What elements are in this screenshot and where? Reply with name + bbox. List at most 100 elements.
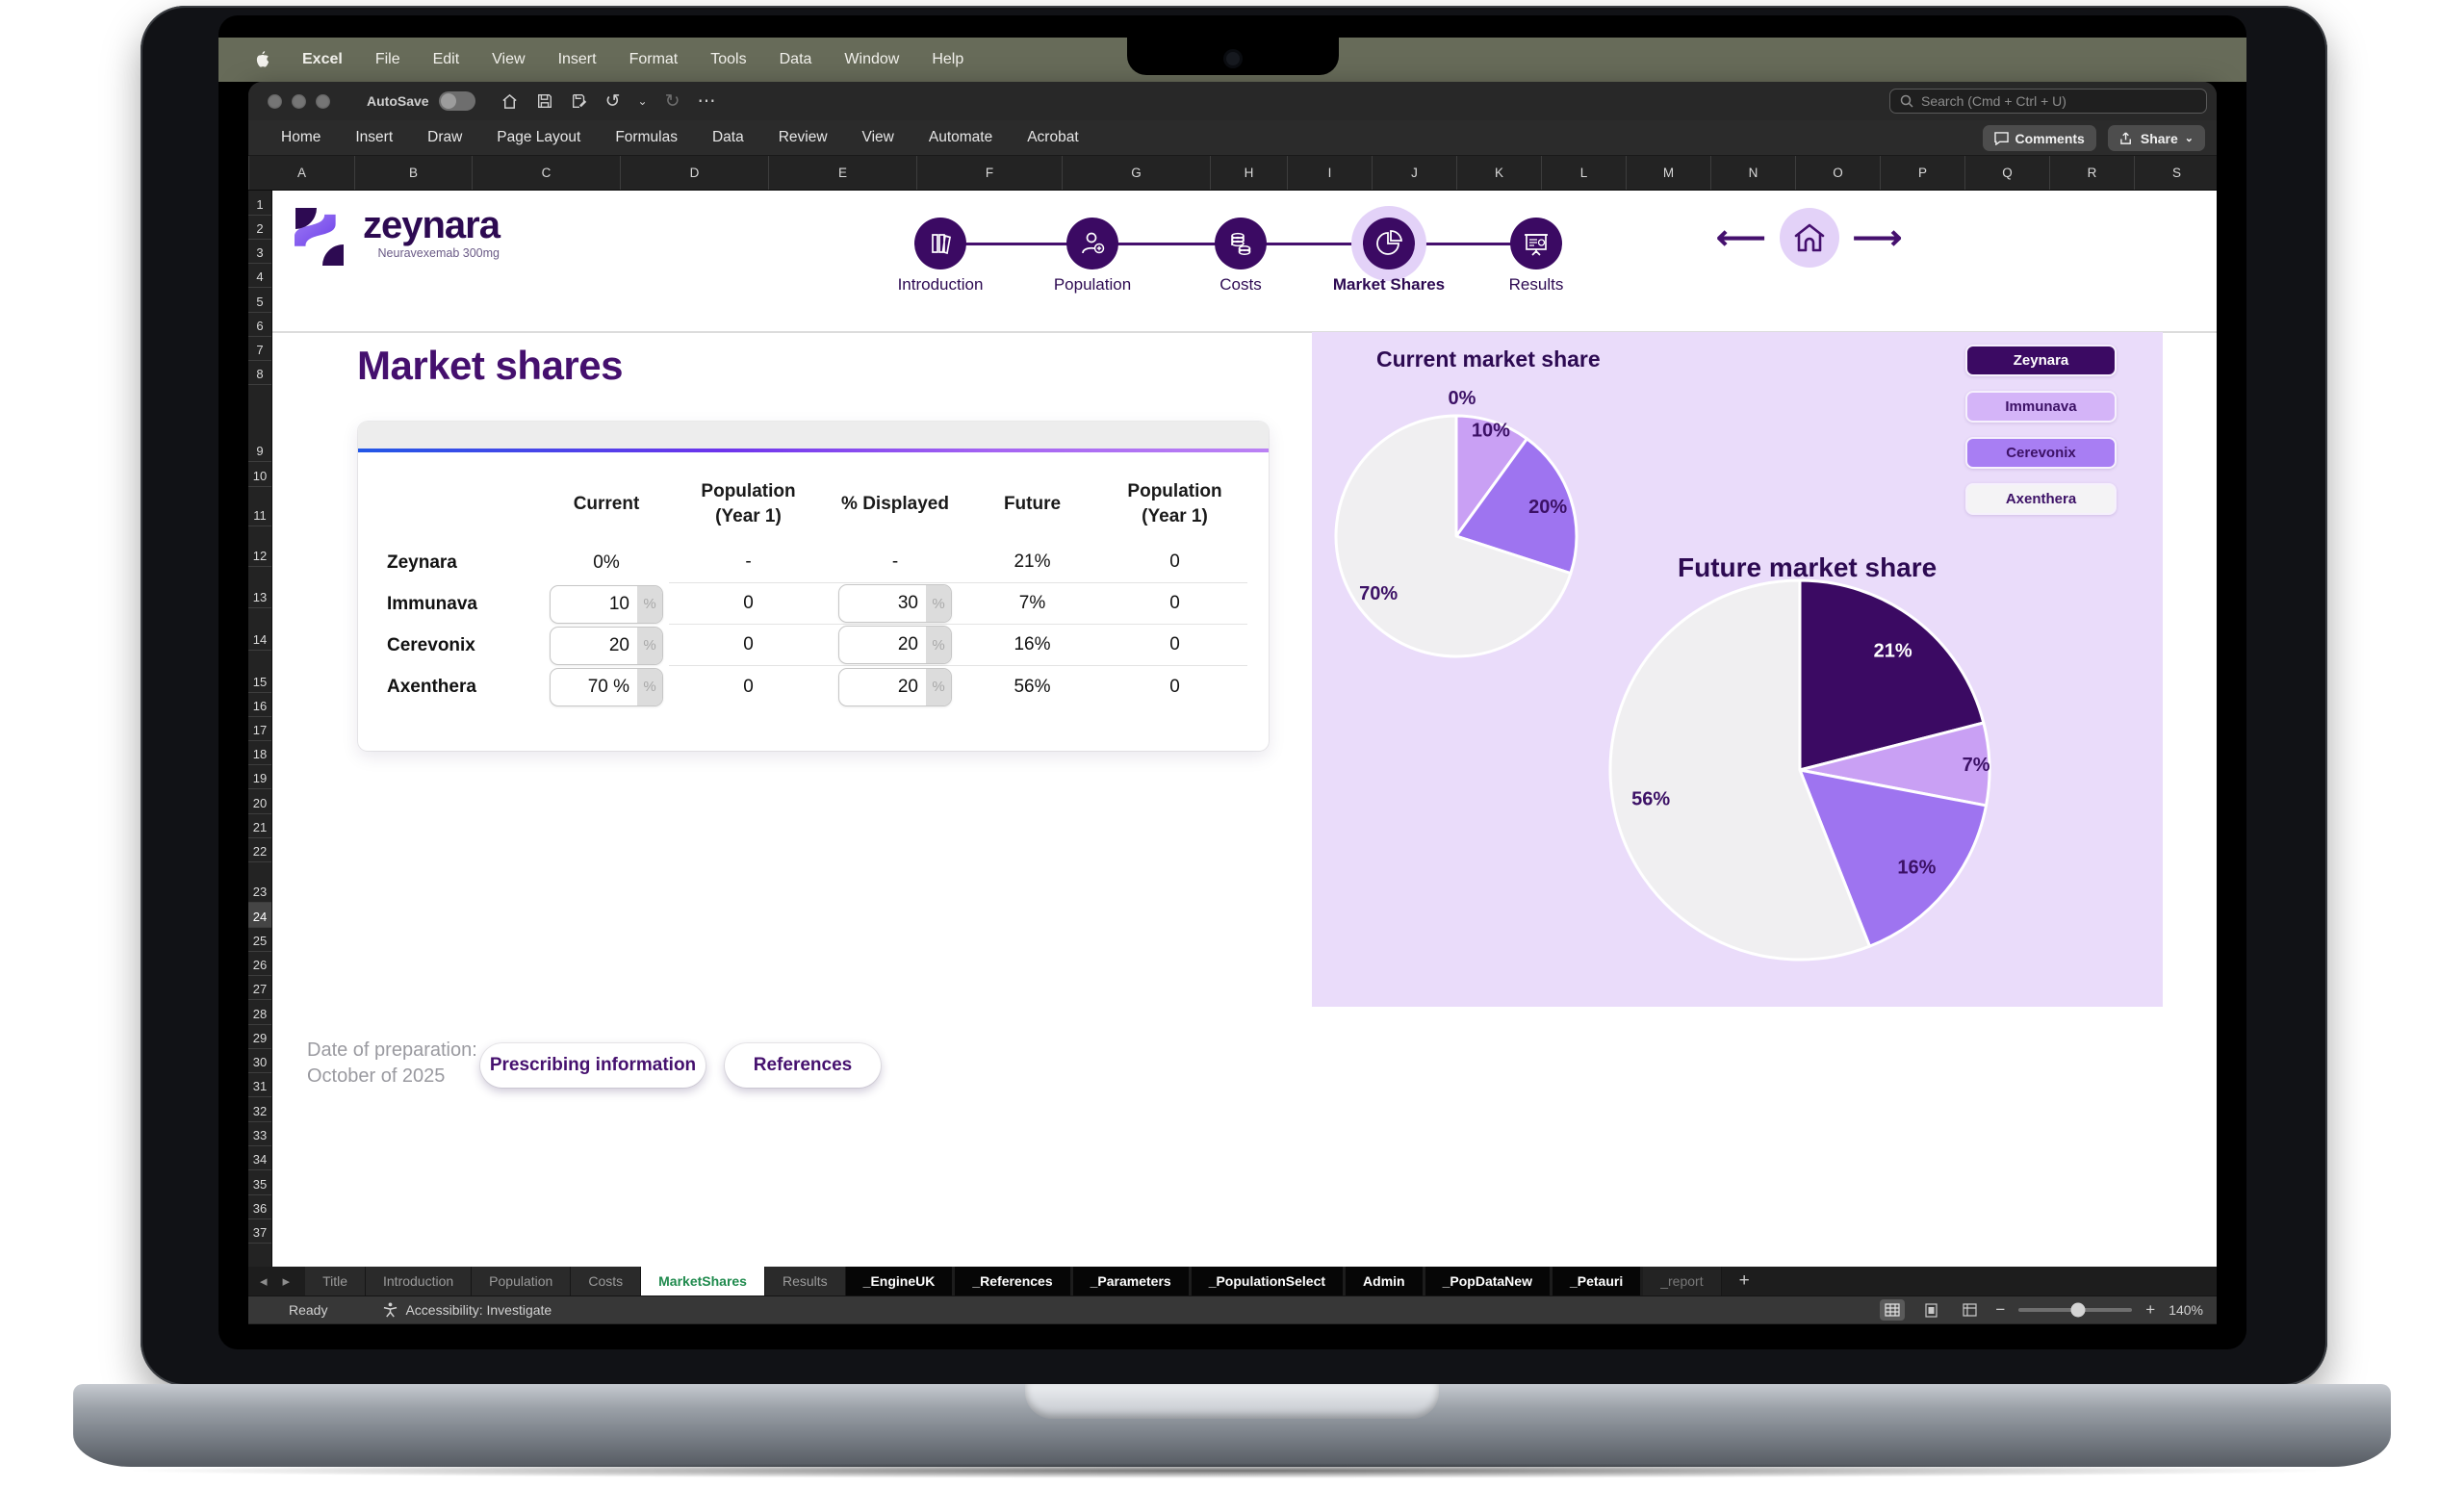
row-header-31[interactable]: 31 bbox=[248, 1073, 271, 1097]
row-header-7[interactable]: 7 bbox=[248, 337, 271, 361]
row-header-20[interactable]: 20 bbox=[248, 789, 271, 814]
ribbon-tab-automate[interactable]: Automate bbox=[928, 129, 993, 145]
column-header-P[interactable]: P bbox=[1881, 156, 1965, 190]
legend-item-cerevonix[interactable]: Cerevonix bbox=[1965, 437, 2117, 469]
zoom-level[interactable]: 140% bbox=[2169, 1302, 2203, 1318]
sheet-tab-population[interactable]: Population bbox=[472, 1267, 572, 1296]
row-header-1[interactable]: 1 bbox=[248, 191, 271, 216]
row-header-17[interactable]: 17 bbox=[248, 717, 271, 741]
row-header-35[interactable]: 35 bbox=[248, 1170, 271, 1195]
column-header-L[interactable]: L bbox=[1542, 156, 1627, 190]
zoom-in-icon[interactable]: + bbox=[2145, 1300, 2156, 1319]
column-header-F[interactable]: F bbox=[917, 156, 1063, 190]
row-header-8[interactable]: 8 bbox=[248, 361, 271, 385]
percent-input[interactable]: 10% bbox=[550, 584, 663, 624]
row-header-5[interactable]: 5 bbox=[248, 288, 271, 313]
zoom-button[interactable] bbox=[316, 93, 330, 109]
column-header-A[interactable]: A bbox=[249, 156, 355, 190]
menu-item-file[interactable]: File bbox=[374, 51, 400, 67]
forward-arrow[interactable]: ⟶ bbox=[1852, 218, 1903, 257]
row-header-22[interactable]: 22 bbox=[248, 838, 271, 862]
legend-item-zeynara[interactable]: Zeynara bbox=[1965, 345, 2117, 376]
column-header-S[interactable]: S bbox=[2135, 156, 2217, 190]
column-header-R[interactable]: R bbox=[2050, 156, 2135, 190]
search-input[interactable]: Search (Cmd + Ctrl + U) bbox=[1889, 89, 2207, 114]
home-icon[interactable] bbox=[500, 92, 519, 111]
tab-scroll-left-icon[interactable]: ◂ bbox=[260, 1273, 268, 1290]
menu-item-data[interactable]: Data bbox=[779, 51, 812, 67]
page-break-view-icon[interactable] bbox=[1957, 1299, 1982, 1321]
comments-button[interactable]: Comments bbox=[1982, 125, 2096, 151]
column-header-H[interactable]: H bbox=[1211, 156, 1288, 190]
normal-view-icon[interactable] bbox=[1880, 1299, 1906, 1321]
sheet-tab-references[interactable]: _References bbox=[955, 1267, 1070, 1296]
column-header-C[interactable]: C bbox=[473, 156, 621, 190]
minimize-button[interactable] bbox=[292, 93, 306, 109]
ribbon-tab-page-layout[interactable]: Page Layout bbox=[497, 129, 581, 145]
menu-item-view[interactable]: View bbox=[492, 51, 526, 67]
row-header-37[interactable]: 37 bbox=[248, 1219, 271, 1244]
home-button[interactable] bbox=[1779, 208, 1839, 268]
sheet-tab-title[interactable]: Title bbox=[305, 1267, 366, 1296]
menu-item-excel[interactable]: Excel bbox=[302, 51, 343, 67]
column-header-N[interactable]: N bbox=[1711, 156, 1796, 190]
row-header-13[interactable]: 13 bbox=[248, 567, 271, 608]
sheet-tab-populationselect[interactable]: _PopulationSelect bbox=[1191, 1267, 1344, 1296]
row-header-2[interactable]: 2 bbox=[248, 216, 271, 240]
sheet-tab-admin[interactable]: Admin bbox=[1346, 1267, 1423, 1296]
percent-input[interactable]: 20% bbox=[838, 667, 952, 706]
column-header-K[interactable]: K bbox=[1457, 156, 1542, 190]
row-header-24[interactable]: 24 bbox=[248, 903, 271, 928]
row-header-21[interactable]: 21 bbox=[248, 814, 271, 838]
column-header-D[interactable]: D bbox=[621, 156, 769, 190]
ribbon-tab-acrobat[interactable]: Acrobat bbox=[1027, 129, 1079, 145]
tab-scroll-right-icon[interactable]: ▸ bbox=[282, 1273, 291, 1290]
add-sheet-button[interactable]: + bbox=[1738, 1270, 1750, 1291]
row-header-33[interactable]: 33 bbox=[248, 1122, 271, 1146]
percent-input[interactable]: 20% bbox=[550, 626, 663, 665]
row-header-12[interactable]: 12 bbox=[248, 526, 271, 567]
row-header-32[interactable]: 32 bbox=[248, 1097, 271, 1122]
more-options-icon[interactable]: ⋯ bbox=[697, 90, 716, 112]
references-button[interactable]: References bbox=[725, 1043, 881, 1088]
stepper-step-population[interactable]: Population bbox=[1035, 191, 1150, 296]
sheet-tab-costs[interactable]: Costs bbox=[571, 1267, 642, 1296]
row-header-28[interactable]: 28 bbox=[248, 1000, 271, 1025]
traffic-lights[interactable] bbox=[268, 93, 330, 109]
select-all-corner[interactable] bbox=[248, 156, 249, 190]
zoom-out-icon[interactable]: − bbox=[1995, 1300, 2006, 1319]
column-header-M[interactable]: M bbox=[1627, 156, 1711, 190]
percent-input[interactable]: 20% bbox=[838, 626, 952, 665]
share-button[interactable]: Share ⌄ bbox=[2107, 125, 2205, 151]
ribbon-tab-insert[interactable]: Insert bbox=[355, 129, 394, 145]
sheet-tab-results[interactable]: Results bbox=[764, 1267, 846, 1296]
row-header-27[interactable]: 27 bbox=[248, 976, 271, 1000]
ribbon-tab-formulas[interactable]: Formulas bbox=[615, 129, 678, 145]
column-header-B[interactable]: B bbox=[355, 156, 473, 190]
undo-chevron-icon[interactable]: ⌄ bbox=[637, 94, 648, 108]
column-header-Q[interactable]: Q bbox=[1965, 156, 2050, 190]
zoom-slider[interactable] bbox=[2018, 1302, 2133, 1318]
stepper-step-costs[interactable]: Costs bbox=[1183, 191, 1298, 296]
status-accessibility[interactable]: Accessibility: Investigate bbox=[405, 1302, 552, 1318]
ribbon-tab-view[interactable]: View bbox=[861, 129, 894, 145]
ribbon-tab-data[interactable]: Data bbox=[711, 129, 744, 145]
row-header-30[interactable]: 30 bbox=[248, 1049, 271, 1073]
ribbon-tab-draw[interactable]: Draw bbox=[427, 129, 463, 145]
redo-icon[interactable]: ↻ bbox=[664, 90, 680, 112]
menu-item-window[interactable]: Window bbox=[844, 51, 900, 67]
column-header-J[interactable]: J bbox=[1373, 156, 1457, 190]
menu-item-tools[interactable]: Tools bbox=[710, 51, 747, 67]
sheet-canvas[interactable]: zeynara Neuravexemab 300mg Introduction P… bbox=[272, 191, 2217, 1267]
stepper-step-introduction[interactable]: Introduction bbox=[883, 191, 998, 296]
row-header-18[interactable]: 18 bbox=[248, 741, 271, 765]
sheet-tab-parameters[interactable]: _Parameters bbox=[1072, 1267, 1189, 1296]
row-header-25[interactable]: 25 bbox=[248, 928, 271, 952]
percent-input[interactable]: 70 %% bbox=[550, 667, 663, 706]
row-header-34[interactable]: 34 bbox=[248, 1146, 271, 1170]
row-header-23[interactable]: 23 bbox=[248, 862, 271, 903]
column-header-I[interactable]: I bbox=[1288, 156, 1373, 190]
column-header-O[interactable]: O bbox=[1796, 156, 1881, 190]
legend-item-immunava[interactable]: Immunava bbox=[1965, 391, 2117, 423]
sheet-tab-petauri[interactable]: _Petauri bbox=[1552, 1267, 1641, 1296]
